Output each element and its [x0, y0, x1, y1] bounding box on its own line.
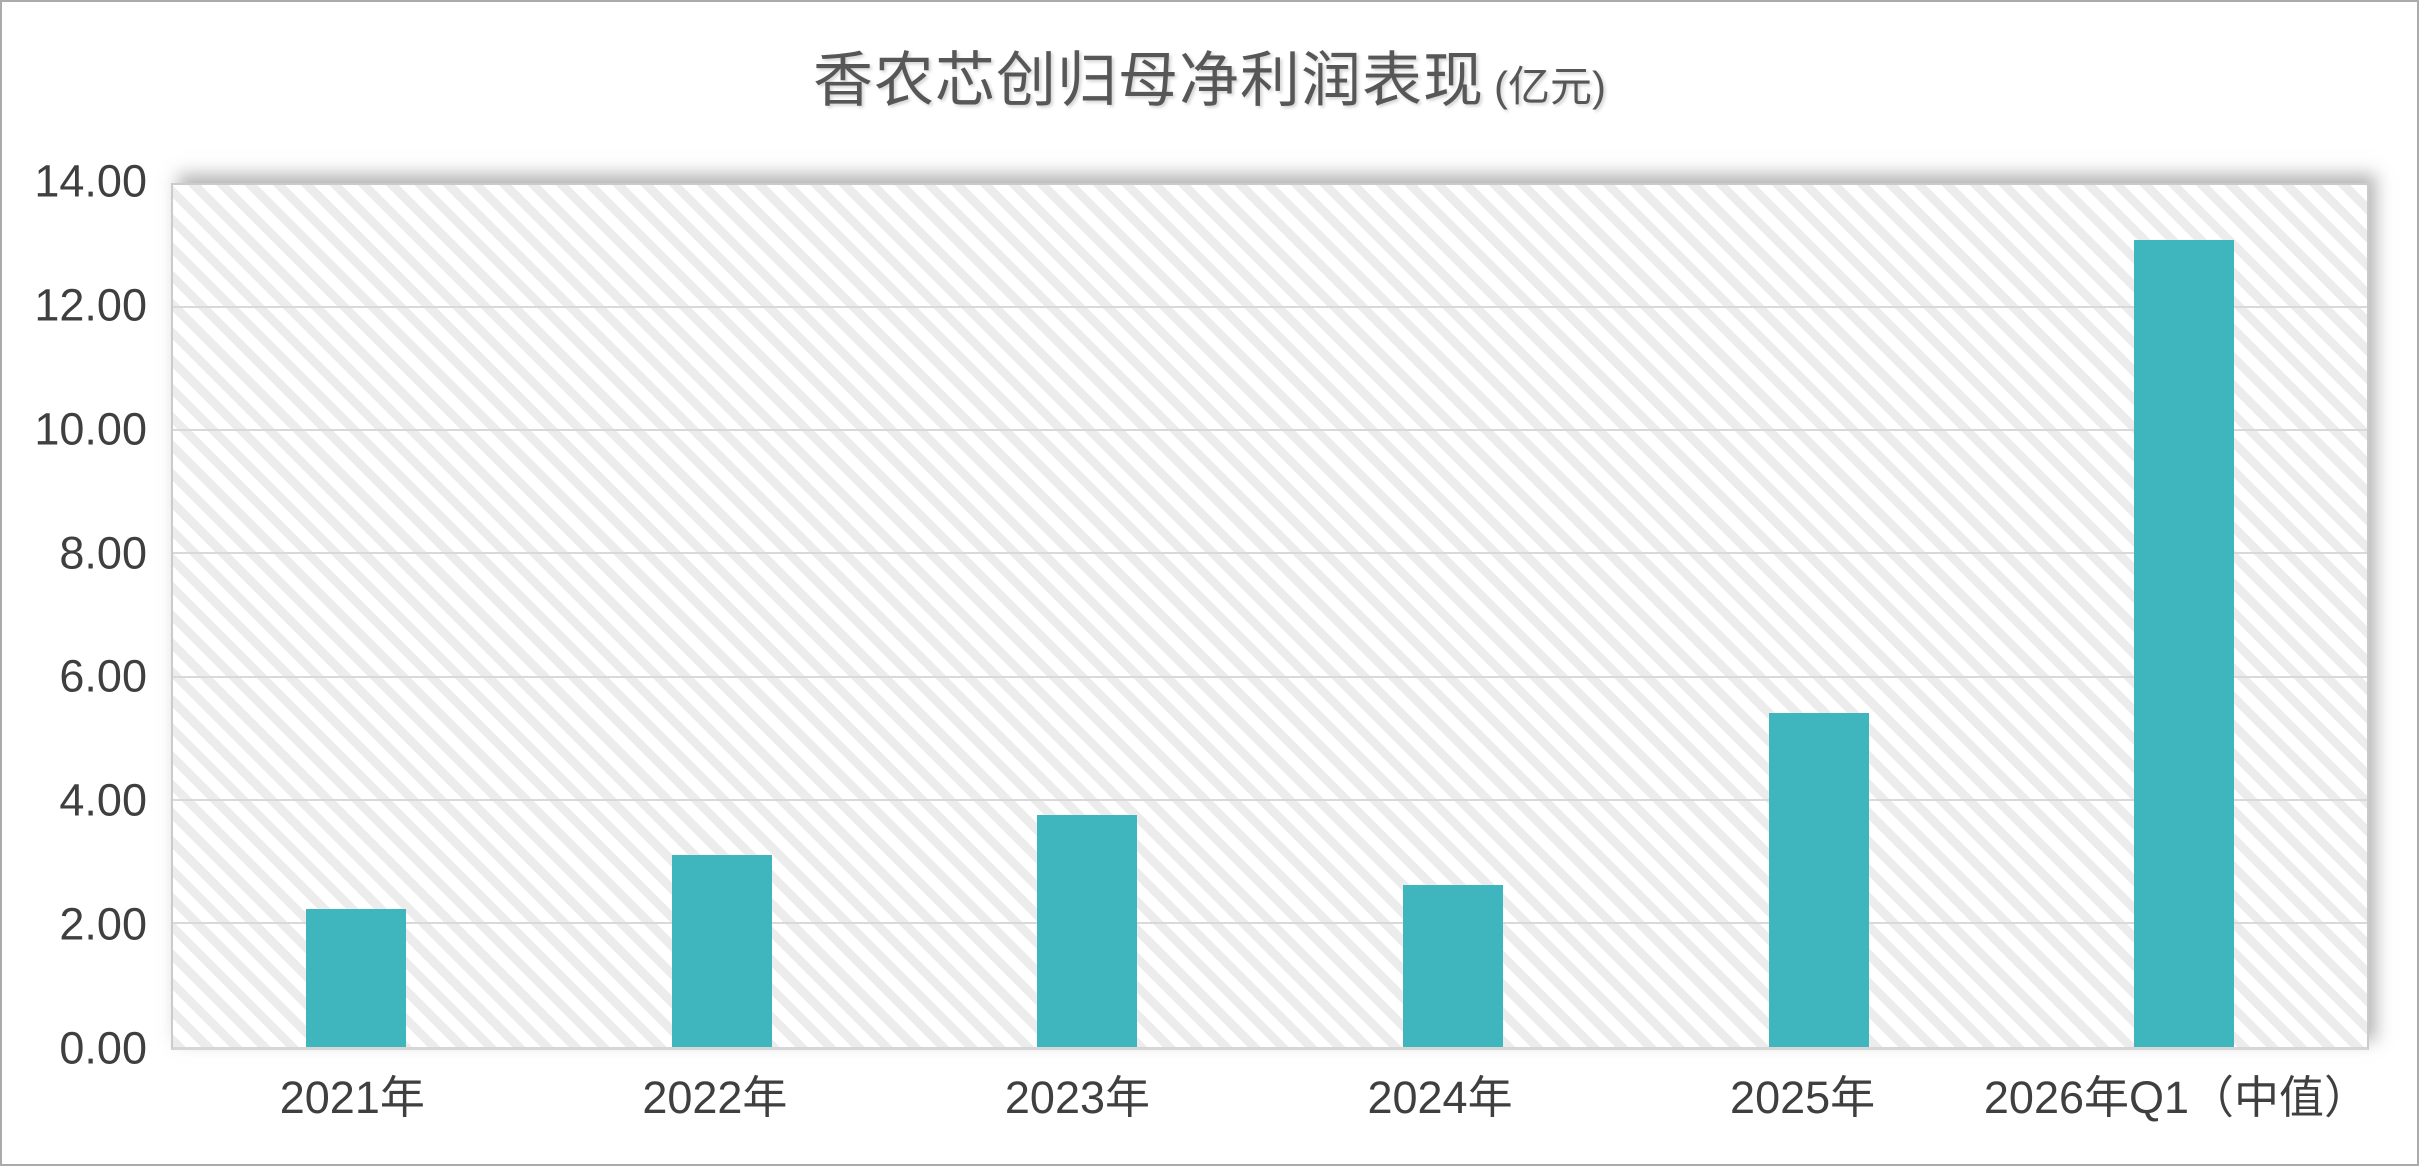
bar-2025年 [1768, 712, 1869, 1047]
gridline [173, 921, 2367, 924]
bar-slot [1636, 185, 2002, 1047]
y-tick-label: 0.00 [59, 1022, 147, 1074]
x-axis-label: 2025年 [1730, 1072, 1876, 1123]
y-tick-label: 12.00 [34, 279, 147, 331]
y-tick-label: 8.00 [59, 527, 147, 579]
bar-2022年 [671, 854, 772, 1047]
gridline [173, 552, 2367, 555]
gridline [173, 429, 2367, 432]
x-axis-label: 2021年 [279, 1072, 425, 1123]
bar-slot [539, 185, 905, 1047]
chart-title: 香农芯创归母净利润表现 (亿元) [2, 32, 2417, 119]
bar-2026年Q1（中值） [2134, 240, 2235, 1047]
plot-area [171, 183, 2369, 1050]
y-axis-labels: 0.00 2.00 4.00 6.00 8.00 10.00 12.00 14.00 [2, 159, 147, 1071]
y-tick-label: 2.00 [59, 898, 147, 950]
y-tick-label: 6.00 [59, 650, 147, 702]
bar-slot [904, 185, 1270, 1047]
y-tick-label: 10.00 [34, 403, 147, 455]
bar-slot [1270, 185, 1636, 1047]
bar-2021年 [305, 909, 406, 1047]
bar-layer [173, 185, 2367, 1047]
chart-title-text: 香农芯创归母净利润表现 [813, 47, 1484, 114]
gridline-layer [173, 185, 2367, 1047]
y-tick-label: 4.00 [59, 774, 147, 826]
bar-slot [173, 185, 539, 1047]
bar-2024年 [1402, 885, 1503, 1047]
bar-2023年 [1037, 814, 1138, 1047]
x-axis-labels: 2021年 2022年 2023年 2024年 2025年 2026年Q1（中值） [171, 1068, 2369, 1128]
chart-title-unit: (亿元) [1494, 63, 1606, 110]
x-axis-label: 2023年 [1004, 1072, 1150, 1123]
y-tick-label: 14.00 [34, 155, 147, 207]
gridline [173, 675, 2367, 678]
gridline [173, 798, 2367, 801]
x-axis-label: 2026年Q1（中值） [1983, 1072, 2370, 1123]
bar-slot [2001, 185, 2367, 1047]
x-axis-label: 2022年 [642, 1072, 788, 1123]
gridline [173, 306, 2367, 309]
x-axis-label: 2024年 [1367, 1072, 1513, 1123]
